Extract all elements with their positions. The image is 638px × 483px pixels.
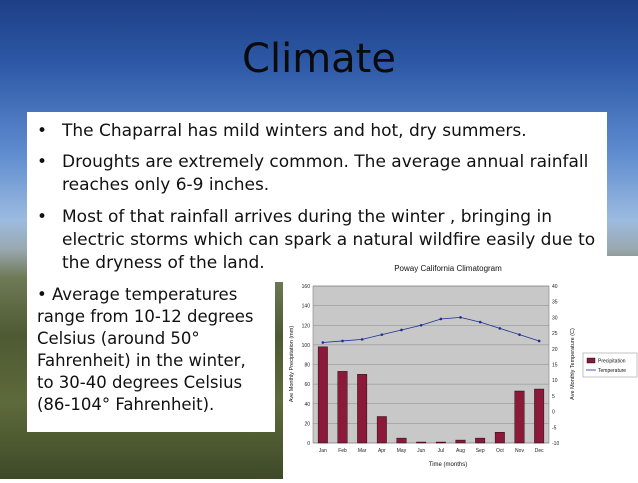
- right-tick-label: -10: [552, 441, 559, 447]
- x-tick-label: Jan: [319, 448, 327, 454]
- temperature-point: [439, 317, 443, 321]
- x-tick-label: Mar: [358, 448, 367, 454]
- right-tick-label: 40: [552, 284, 558, 290]
- bullet-dot: •: [37, 207, 48, 227]
- side-text-line: range from 10-12 degrees: [37, 307, 254, 326]
- side-text-line: Celsius (around 50°: [37, 329, 200, 348]
- precipitation-bar: [357, 374, 368, 444]
- left-axis-ticks: 0 20 40 60 80 100 120 140 160: [302, 284, 311, 447]
- precipitation-bar: [337, 371, 348, 444]
- x-tick-label: Aug: [456, 448, 465, 454]
- x-tick-label: Oct: [496, 448, 504, 454]
- chart-title: Poway California Climatogram: [394, 264, 502, 273]
- temperature-point: [419, 323, 423, 327]
- right-tick-label: 25: [552, 331, 558, 337]
- bullet-line: reaches only 6-9 inches.: [62, 175, 270, 195]
- bullet-line: electric storms which can spark a natura…: [62, 230, 596, 250]
- left-tick-label: 160: [302, 284, 311, 290]
- temperature-point: [478, 320, 482, 324]
- side-text-block: • Average temperatures range from 10-12 …: [27, 282, 275, 432]
- right-axis-label: Ave Monthly Temperature (C): [570, 328, 576, 400]
- right-tick-label: 30: [552, 315, 558, 321]
- precipitation-bar: [376, 416, 387, 444]
- bullet-line: Most of that rainfall arrives during the…: [62, 207, 553, 227]
- left-tick-label: 140: [302, 304, 311, 310]
- left-tick-label: 0: [307, 441, 310, 447]
- legend-swatch-precipitation: [586, 357, 596, 364]
- x-tick-label: Feb: [338, 448, 347, 454]
- legend-box: [582, 352, 638, 378]
- slide-title: Climate: [242, 36, 396, 82]
- bullet-line: The Chaparral has mild winters and hot, …: [62, 121, 527, 141]
- right-axis-ticks: -10 -5 0 5 10 15 20 25 30 35 40: [552, 284, 559, 447]
- precipitation-bar: [396, 437, 407, 444]
- bullet-item: • Droughts are extremely common. The ave…: [37, 151, 597, 197]
- precipitation-bar: [416, 441, 427, 444]
- side-text-line: to 30-40 degrees Celsius: [37, 373, 243, 392]
- right-tick-label: -5: [552, 425, 557, 431]
- left-tick-label: 120: [302, 323, 311, 329]
- temperature-point: [400, 328, 403, 332]
- precipitation-bar: [317, 346, 328, 444]
- climatogram-chart: Poway California Climatogram 0 20 40 60 80 10…: [283, 256, 638, 479]
- precipitation-bars: [317, 346, 545, 444]
- bullet-item: • The Chaparral has mild winters and hot…: [37, 120, 597, 143]
- temperature-point: [498, 327, 502, 330]
- bullet-line: Droughts are extremely common. The avera…: [62, 152, 589, 172]
- gridlines: [313, 285, 549, 444]
- bullet-list: • The Chaparral has mild winters and hot…: [27, 112, 607, 282]
- left-axis-label: Ave Monthly Precipitation (mm): [289, 326, 295, 402]
- temperature-point: [321, 341, 325, 344]
- bullet-dot: •: [37, 121, 48, 141]
- x-axis-label: Time (months): [429, 462, 467, 468]
- bullet-dot: •: [37, 152, 48, 172]
- x-tick-label: Dec: [535, 448, 544, 454]
- chart-svg: Poway California Climatogram 0 20 40 60 80 10…: [289, 264, 638, 468]
- x-tick-label: Nov: [515, 448, 524, 454]
- x-tick-label: Sep: [476, 448, 485, 454]
- temperature-line: [321, 316, 541, 344]
- right-tick-label: 10: [552, 378, 558, 384]
- temperature-point: [341, 339, 344, 343]
- left-tick-label: 20: [304, 421, 310, 427]
- temperature-point: [537, 339, 541, 343]
- precipitation-bar: [494, 432, 505, 444]
- x-tick-label: Apr: [378, 448, 386, 454]
- legend-label-temperature: Temperature: [598, 368, 626, 374]
- right-tick-label: 0: [552, 410, 555, 416]
- left-tick-label: 40: [304, 402, 310, 408]
- temperature-point: [518, 333, 521, 336]
- precipitation-bar: [514, 390, 525, 444]
- precipitation-bar: [475, 437, 486, 444]
- temperature-point: [459, 316, 462, 319]
- bullet-line: the dryness of the land.: [62, 253, 265, 273]
- legend: Precipitation Temperature: [582, 352, 638, 378]
- left-tick-label: 60: [304, 382, 310, 388]
- left-tick-label: 100: [302, 343, 311, 349]
- bullet-item: • Most of that rainfall arrives during t…: [37, 206, 597, 275]
- side-text-line: Fahrenheit) in the winter,: [37, 351, 246, 370]
- temperature-point: [360, 338, 364, 341]
- legend-label-precipitation: Precipitation: [598, 359, 626, 365]
- side-text-line: (86-104° Fahrenheit).: [37, 395, 215, 414]
- temperature-series-line: [322, 316, 540, 343]
- right-tick-label: 35: [552, 300, 558, 306]
- left-tick-label: 80: [304, 363, 310, 369]
- x-tick-label: Jun: [417, 448, 425, 454]
- right-tick-label: 15: [552, 363, 558, 369]
- temperature-point: [380, 333, 384, 336]
- x-tick-label: May: [397, 448, 407, 454]
- side-text-line: • Average temperatures: [37, 285, 238, 304]
- x-tick-label: Jul: [438, 448, 444, 454]
- precipitation-bar: [534, 388, 545, 444]
- right-tick-label: 5: [552, 394, 555, 400]
- precipitation-bar: [435, 441, 446, 444]
- precipitation-bar: [455, 439, 466, 444]
- x-axis-ticks: Jan Feb Mar Apr May Jun Jul Aug Sep Oct Nov Dec: [319, 448, 544, 454]
- right-tick-label: 20: [552, 347, 558, 353]
